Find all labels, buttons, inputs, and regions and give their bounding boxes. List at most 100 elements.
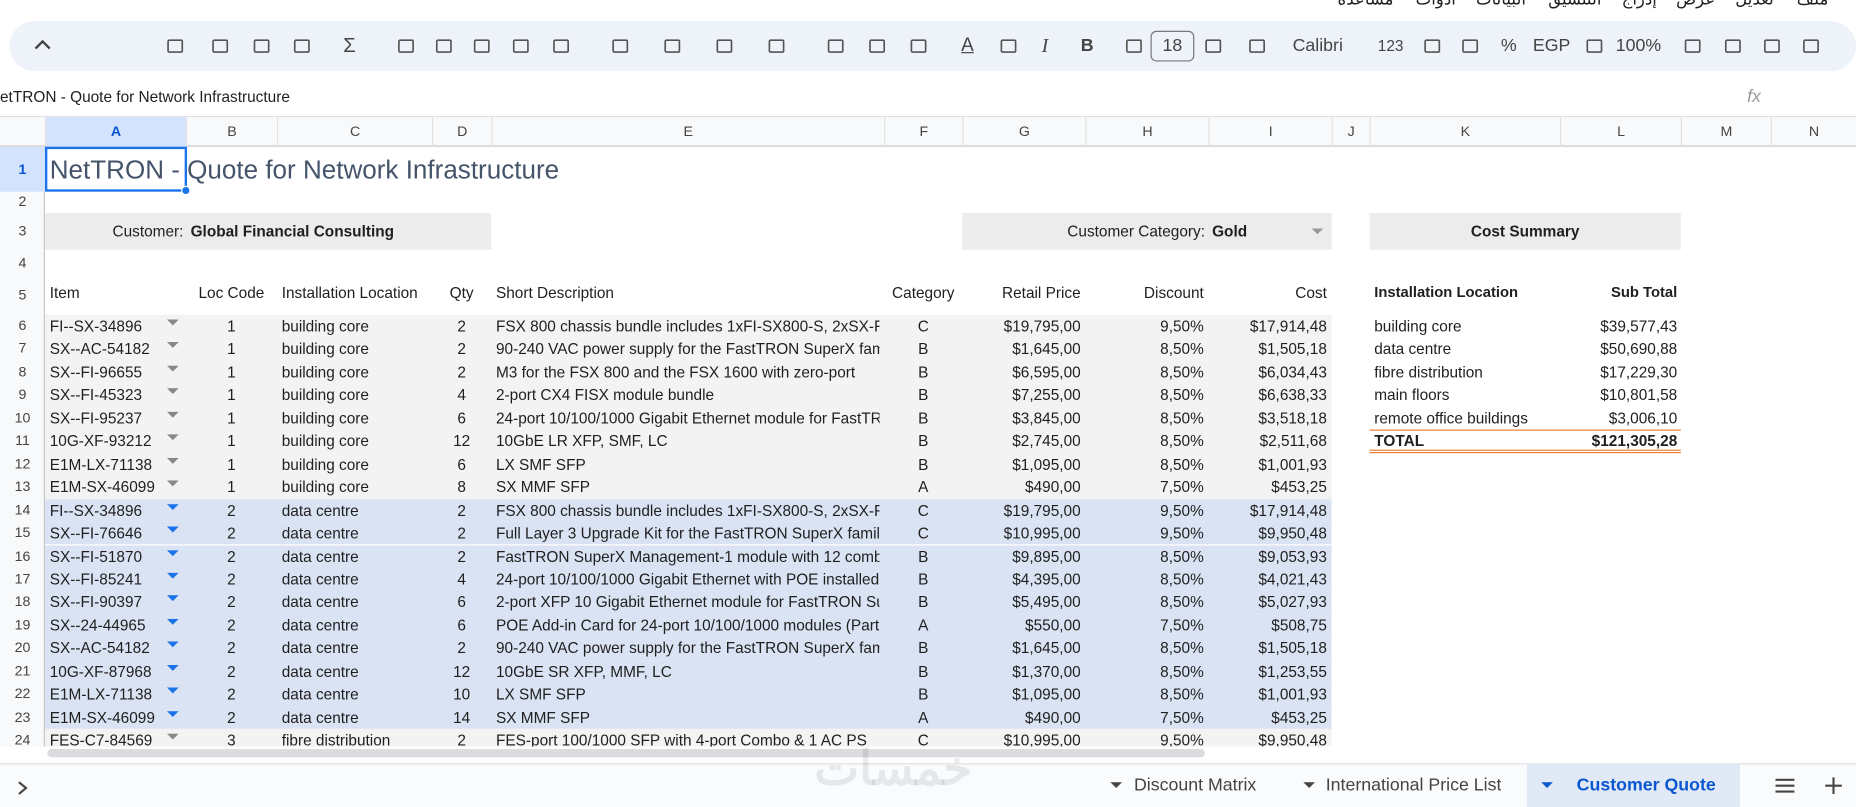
menu-item[interactable]: تعديل — [1735, 0, 1773, 9]
toolbar-icon[interactable] — [472, 37, 491, 56]
toolbar-currency[interactable]: EGP — [1532, 35, 1571, 56]
toolbar-zoom[interactable]: 100% — [1615, 35, 1662, 56]
toolbar-icon[interactable] — [767, 37, 786, 56]
toolbar-icon[interactable] — [1124, 37, 1143, 56]
dropdown-arrow[interactable] — [166, 641, 179, 649]
menu-item[interactable]: عرض — [1676, 0, 1715, 9]
add-sheet[interactable] — [1824, 776, 1843, 795]
sheet-tab[interactable]: International Price List — [1325, 775, 1502, 796]
dropdown-arrow[interactable] — [166, 618, 179, 626]
toolbar-percent[interactable]: % — [1500, 35, 1517, 56]
dropdown-arrow[interactable] — [166, 411, 179, 419]
table-cell: $7,255,00 — [1012, 386, 1081, 404]
toolbar — [9, 21, 1856, 71]
table-cell: $1,645,00 — [1012, 639, 1081, 658]
toolbar-icon[interactable] — [1683, 37, 1702, 56]
toolbar-sum[interactable]: Σ — [343, 34, 356, 57]
dropdown-arrow[interactable] — [1541, 782, 1553, 789]
toolbar-number-format[interactable]: 123 — [1377, 36, 1404, 55]
toolbar-icon[interactable] — [663, 37, 682, 56]
table-cell: 2 — [227, 685, 236, 704]
toolbar-icon[interactable] — [292, 37, 311, 56]
table-cell: 1 — [227, 363, 236, 381]
table-cell: data centre — [281, 662, 359, 681]
dropdown-arrow[interactable] — [166, 733, 179, 741]
menu-item[interactable]: البيانات — [1476, 0, 1526, 9]
dropdown-arrow[interactable] — [166, 434, 179, 442]
toolbar-icon[interactable] — [1762, 37, 1781, 56]
total-border — [1369, 429, 1681, 454]
toolbar-text-color[interactable]: A — [961, 35, 974, 56]
horizontal-scrollbar — [47, 749, 1205, 758]
toolbar-icon[interactable] — [868, 37, 887, 56]
toolbar-icon[interactable] — [826, 37, 845, 56]
toolbar-icon[interactable] — [909, 37, 928, 56]
menu-item[interactable]: مساعدة — [1338, 0, 1394, 9]
toolbar-icon[interactable] — [1723, 37, 1742, 56]
menu-item[interactable]: ملف — [1797, 0, 1829, 9]
table-cell: 1 — [227, 386, 236, 404]
toolbar-font[interactable]: Calibri — [1292, 35, 1343, 56]
sheet-tab[interactable]: Customer Quote — [1576, 775, 1716, 796]
collapse-button[interactable] — [33, 38, 52, 52]
menu-item[interactable]: التنسيق — [1548, 0, 1601, 9]
table-cell: E1M-LX-71138 — [49, 455, 153, 473]
summary-location: remote office buildings — [1374, 409, 1528, 427]
dropdown-arrow[interactable] — [166, 526, 179, 534]
toolbar-bold[interactable]: B — [1080, 35, 1094, 56]
table-cell: 8,50% — [1160, 340, 1204, 358]
toolbar-icon[interactable] — [552, 37, 571, 56]
dropdown-arrow[interactable] — [166, 457, 179, 465]
dropdown-arrow[interactable] — [1110, 782, 1123, 789]
toolbar-icon[interactable] — [1248, 37, 1267, 56]
toolbar-icon[interactable] — [1802, 37, 1821, 56]
toolbar-icon[interactable] — [511, 37, 530, 56]
dropdown-arrow[interactable] — [1311, 228, 1324, 235]
dropdown-arrow[interactable] — [166, 572, 179, 580]
table-cell: data centre — [281, 547, 359, 566]
toolbar-icon[interactable] — [715, 37, 734, 56]
toolbar-icon[interactable] — [397, 37, 416, 56]
table-cell: 1 — [227, 340, 236, 358]
dropdown-arrow[interactable] — [166, 595, 179, 603]
fill-handle — [181, 185, 191, 196]
dropdown-arrow[interactable] — [166, 664, 179, 672]
toolbar-icon[interactable] — [1204, 37, 1223, 56]
toolbar-font-size[interactable]: 18 — [1150, 30, 1195, 62]
dropdown-arrow[interactable] — [166, 687, 179, 695]
row-fill — [44, 659, 1332, 683]
toolbar-icon[interactable] — [166, 37, 185, 56]
menu-item[interactable]: إدراج — [1622, 0, 1657, 9]
dropdown-arrow[interactable] — [166, 549, 179, 557]
table-cell: 2 — [457, 317, 466, 335]
toolbar-icon[interactable] — [252, 37, 271, 56]
toolbar-icon[interactable] — [1461, 37, 1480, 56]
toolbar-icon[interactable] — [611, 37, 630, 56]
table-cell: SX--FI-76646 — [49, 524, 143, 542]
table-cell: data centre — [281, 524, 359, 542]
table-cell: E1M-SX-46099 — [49, 708, 155, 727]
toolbar-icon[interactable] — [434, 37, 453, 56]
dropdown-arrow[interactable] — [1303, 782, 1316, 789]
toolbar-icon[interactable] — [999, 37, 1018, 56]
table-cell: 2 — [227, 501, 236, 519]
toolbar-icon[interactable] — [211, 37, 230, 56]
menu-item[interactable]: أدوات — [1416, 0, 1456, 9]
table-cell: $490,00 — [1025, 708, 1081, 727]
dropdown-arrow[interactable] — [166, 503, 179, 511]
table-cell: SX--24-44965 — [49, 616, 146, 635]
toolbar-icon[interactable] — [1423, 37, 1442, 56]
toolbar-icon[interactable] — [1585, 37, 1604, 56]
table-cell: 2 — [457, 547, 466, 566]
sheet-tab[interactable]: Discount Matrix — [1133, 775, 1257, 796]
toolbar-italic[interactable]: I — [1041, 34, 1049, 57]
dropdown-arrow[interactable] — [166, 388, 179, 396]
dropdown-arrow[interactable] — [166, 710, 179, 718]
dropdown-arrow[interactable] — [166, 365, 179, 372]
table-cell: building core — [281, 386, 369, 404]
all-sheets[interactable] — [1774, 777, 1795, 794]
dropdown-arrow[interactable] — [166, 342, 179, 349]
dropdown-arrow[interactable] — [166, 319, 179, 326]
dropdown-arrow[interactable] — [166, 480, 179, 488]
sheet-nav[interactable] — [17, 780, 29, 797]
